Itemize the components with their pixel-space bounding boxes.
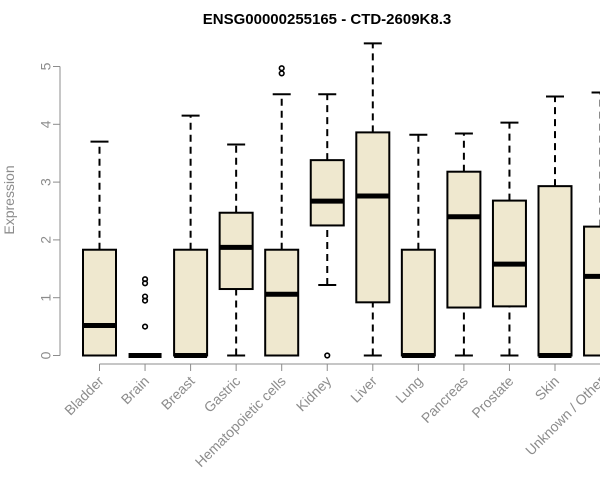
box-lung [400,248,436,357]
box-group-brain [128,276,162,358]
box-pancreas [446,170,482,309]
x-tick-label-kidney: Kidney [293,373,335,415]
x-tick-label-pancreas: Pancreas [418,373,471,426]
box-group-skin [537,95,573,358]
y-axis: 0 1 2 3 4 5 [38,62,61,359]
box-prostate [491,199,527,308]
y-tick-label-3: 3 [38,178,54,186]
x-tick-label-prostate: Prostate [468,373,516,421]
box-group-kidney [309,93,345,359]
outlier-brain-2 [141,293,149,300]
x-tick-label-gastric: Gastric [201,373,244,416]
y-tick-label-2: 2 [38,236,54,244]
box-group-gastric [218,143,254,357]
box-skin [537,185,573,357]
box-group-prostate [491,121,527,357]
box-group-hematopoietic-cells [264,65,300,357]
x-tick-label-liver: Liver [347,373,380,406]
plot-area [82,42,600,359]
outlier-hematopoietic-cells-1 [278,65,285,72]
box-kidney [309,159,345,227]
y-tick-label-1: 1 [38,294,54,302]
box-group-bladder [82,140,117,357]
box-gastric [218,211,254,291]
y-tick-label-4: 4 [38,120,54,128]
x-tick-label-skin: Skin [532,373,563,404]
box-group-pancreas [446,132,482,357]
box-group-lung [400,133,436,358]
y-tick-label-5: 5 [38,62,54,70]
box-group-unknown-other [583,91,600,357]
x-tick-label-breast: Breast [158,373,198,413]
box-hematopoietic-cells [264,248,300,357]
y-tick-label-0: 0 [38,351,54,359]
chart-title: ENSG00000255165 - CTD-2609K8.3 [203,11,451,28]
x-tick-label-lung: Lung [392,373,425,406]
box-group-breast [173,114,209,358]
y-axis-label: Expression [1,165,17,234]
outlier-kidney-0 [324,352,331,359]
box-breast [173,248,209,357]
outlier-hematopoietic-cells-0 [278,70,285,77]
outlier-brain-0 [141,323,149,330]
box-liver [355,131,391,304]
x-tick-label-hematopoietic-cells: Hematopoietic cells [192,373,289,470]
box-unknown-other [583,225,600,357]
box-group-liver [355,42,391,357]
box-bladder [82,248,117,357]
x-tick-label-brain: Brain [118,373,152,407]
x-tick-label-bladder: Bladder [61,373,107,419]
x-tick-label-unknown-other: Unknown / Other [522,373,600,459]
outlier-brain-4 [141,276,149,283]
